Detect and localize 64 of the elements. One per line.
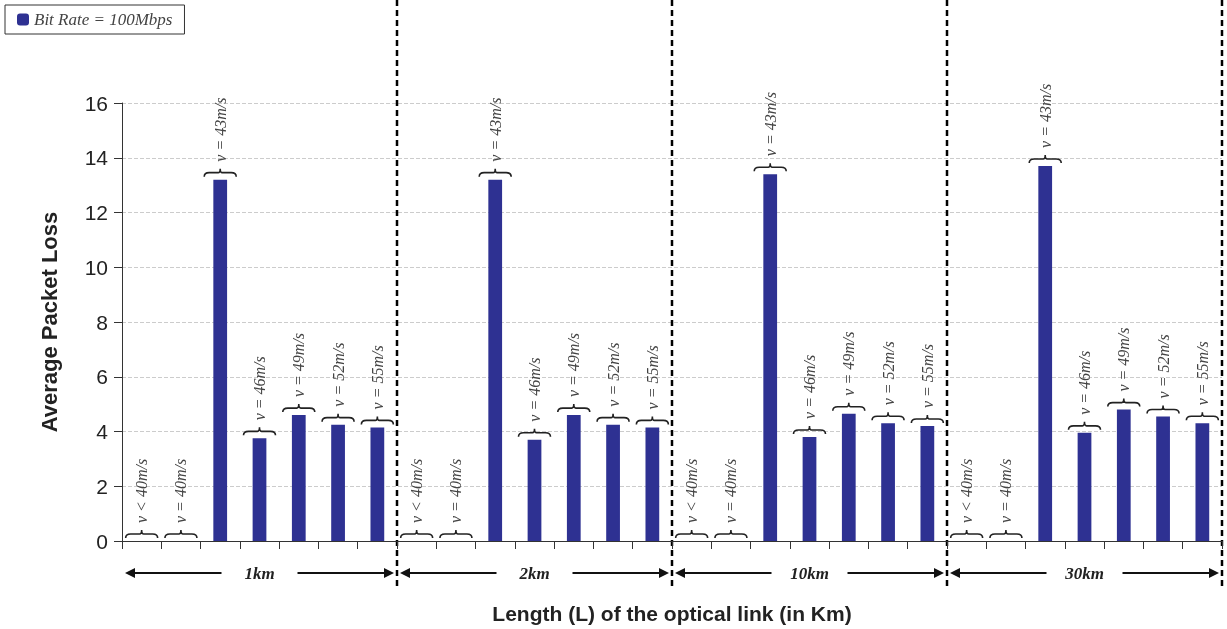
y-tick-label: 6	[96, 365, 108, 389]
y-axis-title: Average Packet Loss	[36, 211, 62, 433]
x-tick-label: ν = 40m/s	[172, 458, 190, 523]
bar	[1077, 432, 1092, 541]
y-tick-label: 12	[84, 201, 108, 224]
bar	[370, 427, 385, 541]
x-axis-title: Length (L) of the optical link (in Km)	[492, 602, 852, 625]
bar	[488, 179, 503, 541]
y-tick-label: 14	[84, 146, 109, 170]
x-tick-label: ν = 49m/s	[565, 332, 583, 398]
bar	[1038, 165, 1053, 541]
bar	[881, 423, 895, 541]
x-tick-label: ν = 43m/s	[761, 92, 779, 157]
bar	[1116, 409, 1131, 541]
x-tick-label: ν = 49m/s	[290, 332, 308, 398]
bar	[252, 438, 267, 541]
x-tick-label: ν = 40m/s	[447, 458, 465, 523]
y-tick-label: 8	[96, 310, 108, 334]
y-tick-label: 2	[96, 474, 108, 498]
bar	[213, 179, 228, 541]
x-tick-label: ν = 52m/s	[879, 341, 897, 406]
text: 2km	[518, 564, 550, 583]
x-tick-label: ν = 55m/s	[368, 345, 386, 410]
x-tick-label: ν < 40m/s	[133, 458, 151, 523]
x-tick-label: ν = 43m/s	[211, 97, 229, 162]
x-tick-label: ν = 55m/s	[1193, 341, 1211, 406]
y-tick-label: 10	[84, 255, 108, 279]
bar	[1156, 416, 1170, 541]
bar	[802, 436, 817, 541]
x-tick-label: ν = 43m/s	[486, 97, 504, 162]
y-tick-label: 4	[96, 420, 109, 443]
x-tick-label: ν = 52m/s	[604, 342, 622, 407]
bar	[566, 415, 581, 541]
bar	[645, 427, 660, 541]
x-tick-label: ν = 46m/s	[526, 357, 543, 422]
text: 10km	[790, 564, 829, 583]
bar	[527, 439, 542, 541]
x-tick-label: ν = 46m/s	[1076, 350, 1093, 415]
legend-label: Bit Rate = 100Mbps	[34, 10, 173, 29]
y-tick-label: 16	[84, 91, 108, 115]
x-tick-label: ν < 40m/s	[958, 458, 976, 523]
x-tick-label: ν = 49m/s	[840, 331, 858, 396]
bar	[291, 415, 306, 541]
text: 1km	[244, 564, 275, 583]
x-tick-label: ν = 40m/s	[722, 458, 740, 523]
bar	[841, 413, 856, 541]
x-tick-label: ν < 40m/s	[408, 458, 426, 523]
bar	[763, 174, 778, 541]
bar	[1195, 423, 1210, 541]
x-tick-label: ν = 43m/s	[1036, 83, 1054, 148]
x-tick-label: ν = 40m/s	[997, 458, 1015, 523]
x-tick-label: ν = 46m/s	[251, 356, 268, 421]
x-tick-label: ν = 49m/s	[1115, 327, 1133, 392]
y-tick-label: 0	[96, 529, 108, 553]
x-tick-label: ν = 55m/s	[918, 343, 936, 409]
bar	[920, 426, 935, 541]
bar	[331, 424, 345, 541]
x-tick-label: ν = 46m/s	[801, 354, 818, 419]
bar	[606, 424, 620, 541]
x-tick-label: ν = 55m/s	[643, 345, 661, 410]
text: 30km	[1064, 564, 1104, 583]
x-tick-label: ν = 52m/s	[329, 342, 347, 407]
x-tick-label: ν = 52m/s	[1154, 334, 1172, 399]
x-tick-label: ν < 40m/s	[683, 458, 701, 523]
